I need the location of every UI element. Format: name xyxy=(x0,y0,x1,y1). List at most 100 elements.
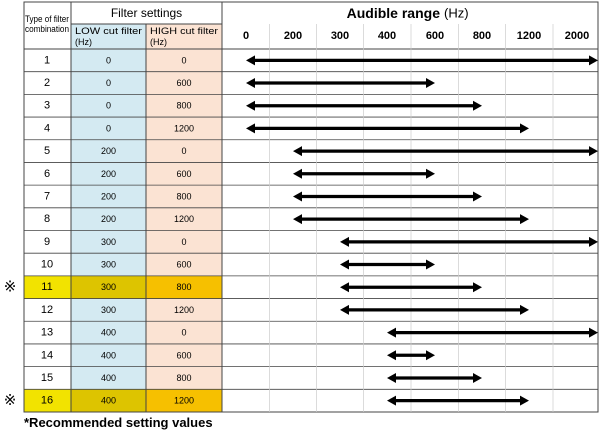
scale-tick-label: 200 xyxy=(284,30,302,42)
low-cut-value: 0 xyxy=(106,101,111,111)
low-cut-header-bg xyxy=(71,24,146,49)
range-arrow-left-head xyxy=(340,259,349,270)
low-cut-value: 300 xyxy=(101,305,116,315)
low-cell-bg xyxy=(71,343,146,367)
low-cut-value: 300 xyxy=(101,237,116,247)
scale-tick-label: 600 xyxy=(426,30,444,42)
table-border xyxy=(23,1,599,413)
type-number: 16 xyxy=(41,395,53,407)
high-cell-bg xyxy=(146,343,222,367)
high-cell-bg xyxy=(146,117,222,140)
range-arrow-left-head xyxy=(293,191,302,202)
type-number: 8 xyxy=(44,213,50,225)
range-arrow-right-head xyxy=(589,327,598,338)
high-cell-bg xyxy=(146,207,222,231)
type-header-line-1: Type of filter xyxy=(25,14,69,24)
type-number: 6 xyxy=(44,168,50,180)
scale-tick-label: 1200 xyxy=(517,30,541,42)
range-arrow-right-head xyxy=(520,395,529,406)
recommended-high-bg xyxy=(146,389,222,412)
type-number: 13 xyxy=(41,327,53,339)
range-arrow-right-head xyxy=(520,304,529,315)
type-number: 7 xyxy=(44,190,50,202)
type-number: 4 xyxy=(44,122,50,134)
high-cut-value: 800 xyxy=(176,373,191,383)
low-cell-bg xyxy=(71,94,146,118)
low-cut-header-line-1: LOW cut filter xyxy=(75,26,142,36)
range-arrow-left-head xyxy=(387,327,396,338)
type-number: 9 xyxy=(44,236,50,248)
range-arrow-left-head xyxy=(340,304,349,315)
recommended-low-bg xyxy=(71,389,146,412)
range-arrow-right-head xyxy=(426,259,435,270)
high-cut-header-bg xyxy=(146,24,222,49)
low-cell-bg xyxy=(71,162,146,186)
low-cut-value: 200 xyxy=(101,169,116,179)
high-cut-value: 800 xyxy=(176,282,191,292)
low-cut-value: 400 xyxy=(101,328,116,338)
range-arrow-right-head xyxy=(589,236,598,247)
type-header-line-2: combination xyxy=(25,24,69,34)
high-cut-value: 1200 xyxy=(174,396,194,406)
range-arrow-right-head xyxy=(426,350,435,361)
low-cut-value: 0 xyxy=(106,78,111,88)
high-cut-value: 0 xyxy=(181,55,186,65)
range-arrow-left-head xyxy=(387,372,396,383)
range-arrow-right-head xyxy=(589,55,598,66)
filter-settings-header: Filter settings xyxy=(111,6,182,20)
high-cell-bg xyxy=(146,253,222,276)
recommended-type-bg xyxy=(24,275,71,299)
recommended-high-bg xyxy=(146,275,222,299)
low-cell-bg xyxy=(71,139,146,163)
scale-tick-label: 0 xyxy=(243,30,249,42)
range-arrow-right-head xyxy=(520,123,529,134)
range-arrow-right-head xyxy=(473,191,482,202)
scale-tick-label: 2000 xyxy=(565,30,589,42)
footnote: *Recommended setting values xyxy=(24,415,213,430)
low-cut-value: 400 xyxy=(101,373,116,383)
low-cut-value: 300 xyxy=(101,260,116,270)
type-number: 10 xyxy=(41,259,53,271)
type-number: 5 xyxy=(44,145,50,157)
high-cell-bg xyxy=(146,298,222,322)
high-cell-bg xyxy=(146,71,222,95)
low-cell-bg xyxy=(71,185,146,208)
low-cell-bg xyxy=(71,298,146,322)
high-cell-bg xyxy=(146,139,222,163)
low-cell-bg xyxy=(71,253,146,276)
high-cut-value: 0 xyxy=(181,328,186,338)
range-arrow-left-head xyxy=(293,146,302,157)
low-cut-value: 0 xyxy=(106,55,111,65)
type-number: 11 xyxy=(41,281,52,293)
low-cell-bg xyxy=(71,207,146,231)
range-arrow-left-head xyxy=(246,78,255,89)
high-cell-bg xyxy=(146,185,222,208)
low-cut-value: 200 xyxy=(101,146,116,156)
high-cut-value: 0 xyxy=(181,146,186,156)
high-cut-value: 0 xyxy=(181,237,186,247)
low-cut-value: 400 xyxy=(101,396,116,406)
high-cut-value: 800 xyxy=(176,101,191,111)
high-cut-header-line-1: HIGH cut filter xyxy=(150,26,218,36)
type-number: 12 xyxy=(41,304,53,316)
low-cell-bg xyxy=(71,117,146,140)
high-cell-bg xyxy=(146,321,222,344)
range-arrow-left-head xyxy=(246,123,255,134)
low-cell-bg xyxy=(71,321,146,344)
audible-range-unit: (Hz) xyxy=(444,6,469,21)
high-cut-header-line-2: (Hz) xyxy=(150,37,167,47)
recommended-type-bg xyxy=(24,389,71,412)
range-arrow-right-head xyxy=(520,214,529,225)
range-arrow-right-head xyxy=(473,282,482,293)
high-cut-value: 600 xyxy=(176,260,191,270)
recommended-mark: ※ xyxy=(4,392,17,409)
low-cut-value: 300 xyxy=(101,282,116,292)
recommended-mark: ※ xyxy=(4,279,17,296)
range-arrow-left-head xyxy=(246,100,255,111)
high-cell-bg xyxy=(146,366,222,390)
low-cut-value: 200 xyxy=(101,214,116,224)
type-number: 1 xyxy=(44,54,50,66)
high-cell-bg xyxy=(146,49,222,72)
low-cut-header-line-2: (Hz) xyxy=(75,37,92,47)
